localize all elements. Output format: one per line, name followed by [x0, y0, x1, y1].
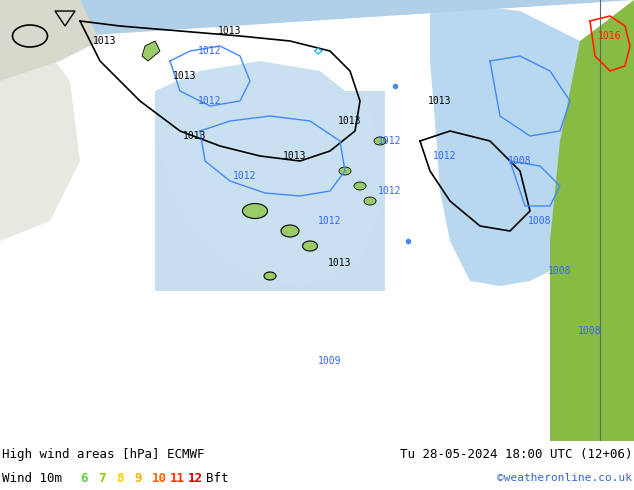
Polygon shape [142, 41, 160, 61]
Text: 1013: 1013 [93, 36, 117, 46]
Polygon shape [0, 0, 100, 81]
Text: 8: 8 [116, 471, 124, 485]
Text: 1012: 1012 [233, 171, 257, 181]
Text: 1008: 1008 [548, 266, 572, 276]
Text: 1013: 1013 [283, 151, 307, 161]
Polygon shape [0, 21, 80, 241]
Text: 1013: 1013 [339, 116, 362, 126]
Text: 6: 6 [80, 471, 87, 485]
Ellipse shape [264, 272, 276, 280]
Text: Tu 28-05-2024 18:00 UTC (12+06): Tu 28-05-2024 18:00 UTC (12+06) [399, 447, 632, 461]
Ellipse shape [354, 182, 366, 190]
Text: 1009: 1009 [318, 356, 342, 366]
Polygon shape [155, 61, 385, 286]
Text: 1008: 1008 [508, 156, 532, 166]
Text: 9: 9 [134, 471, 141, 485]
Text: 1008: 1008 [528, 216, 552, 226]
Polygon shape [0, 0, 634, 41]
Text: 7: 7 [98, 471, 105, 485]
Text: 1013: 1013 [328, 258, 352, 268]
Text: 12: 12 [188, 471, 203, 485]
Text: ©weatheronline.co.uk: ©weatheronline.co.uk [497, 473, 632, 483]
Text: 1012: 1012 [198, 96, 222, 106]
Ellipse shape [281, 225, 299, 237]
Text: 1016: 1016 [598, 31, 622, 41]
Polygon shape [430, 0, 620, 286]
Text: 1013: 1013 [428, 96, 452, 106]
Text: High wind areas [hPa] ECMWF: High wind areas [hPa] ECMWF [2, 447, 205, 461]
Text: 1008: 1008 [578, 326, 602, 336]
Ellipse shape [242, 203, 268, 219]
Text: 1013: 1013 [173, 71, 197, 81]
Text: Wind 10m: Wind 10m [2, 471, 62, 485]
Text: 1013: 1013 [183, 131, 207, 141]
Ellipse shape [302, 241, 318, 251]
Text: 1012: 1012 [378, 186, 402, 196]
Ellipse shape [364, 197, 376, 205]
Ellipse shape [374, 137, 386, 145]
Text: Bft: Bft [206, 471, 228, 485]
Text: 10: 10 [152, 471, 167, 485]
FancyBboxPatch shape [155, 91, 385, 291]
Text: 11: 11 [170, 471, 185, 485]
Ellipse shape [339, 167, 351, 175]
Text: 1012: 1012 [198, 46, 222, 56]
Text: 1013: 1013 [218, 26, 242, 36]
Polygon shape [550, 0, 634, 441]
Text: 1012: 1012 [378, 136, 402, 146]
Text: 1012: 1012 [433, 151, 456, 161]
Text: 1012: 1012 [318, 216, 342, 226]
